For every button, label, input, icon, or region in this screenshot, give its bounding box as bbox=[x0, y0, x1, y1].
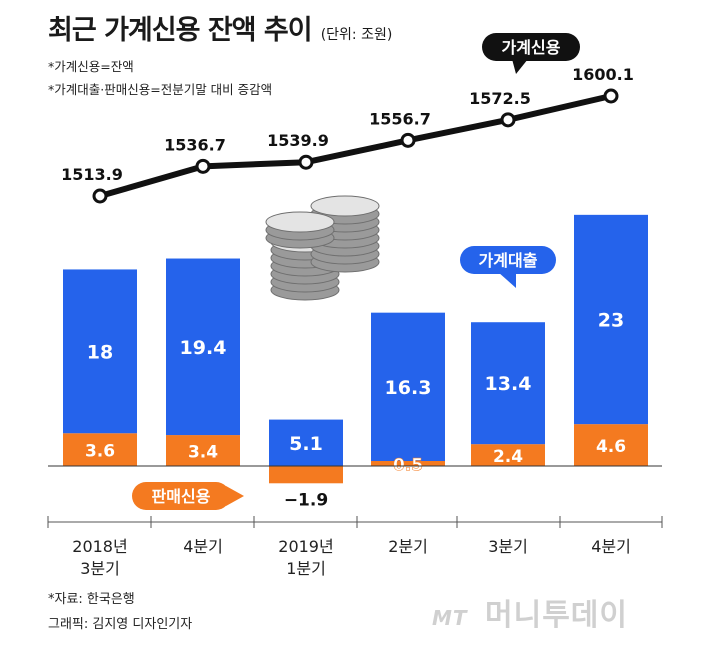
sales-legend-callout-text: 판매신용 bbox=[152, 487, 211, 506]
loan-value-label: 19.4 bbox=[180, 337, 227, 359]
sales-value-label: 4.6 bbox=[596, 437, 626, 457]
line-legend-callout-bubble bbox=[482, 33, 580, 61]
sales-legend-callout-tail bbox=[226, 486, 244, 506]
source-note: *자료: 한국은행 bbox=[48, 592, 135, 607]
household-credit-label: 1536.7 bbox=[164, 135, 226, 154]
chart-title: 최근 가계신용 잔액 추이 bbox=[48, 15, 313, 46]
watermark: MT 머니투데이 bbox=[432, 590, 628, 634]
line-legend-callout-text: 가계신용 bbox=[502, 38, 561, 57]
loan-legend-callout-tail bbox=[498, 272, 516, 288]
household-credit-label: 1600.1 bbox=[572, 65, 634, 84]
household-credit-label: 1556.7 bbox=[369, 109, 431, 128]
x-tick-label: 4분기 bbox=[183, 537, 223, 556]
sales-credit-bar bbox=[269, 466, 343, 484]
x-tick-label: 2분기 bbox=[388, 537, 428, 556]
household-loan-bar bbox=[371, 312, 445, 461]
loan-value-label: 13.4 bbox=[485, 373, 532, 395]
household-credit-point bbox=[298, 154, 314, 170]
household-credit-point bbox=[92, 188, 108, 204]
loan-value-label: 16.3 bbox=[385, 377, 432, 399]
unit-label: (단위: 조원) bbox=[320, 27, 393, 43]
sales-legend-callout-bubble bbox=[132, 482, 230, 510]
watermark-text: 머니투데이 bbox=[485, 598, 628, 633]
sales-credit-bar bbox=[574, 424, 648, 466]
household-loan-bar bbox=[63, 269, 137, 434]
household-loan-bar bbox=[471, 322, 545, 445]
coin-shape bbox=[265, 211, 335, 233]
loan-value-label: 23 bbox=[598, 309, 624, 331]
sales-credit-bar bbox=[63, 433, 137, 466]
household-credit-point bbox=[195, 158, 211, 174]
title-row: 최근 가계신용 잔액 추이 (단위: 조원) bbox=[48, 8, 392, 47]
loan-value-label: 18 bbox=[87, 341, 113, 363]
sales-value-label: 3.4 bbox=[188, 443, 218, 463]
sales-value-label: −1.9 bbox=[284, 490, 328, 510]
x-tick-label: 1분기 bbox=[286, 559, 326, 578]
household-loan-bar bbox=[166, 258, 240, 436]
sales-credit-bar bbox=[371, 461, 445, 466]
household-credit-label: 1513.9 bbox=[61, 165, 123, 184]
sales-credit-bar bbox=[166, 435, 240, 466]
household-credit-line bbox=[97, 93, 614, 199]
line-legend-callout-tail bbox=[512, 59, 528, 74]
household-loan-bar bbox=[574, 214, 648, 425]
x-tick-label: 4분기 bbox=[591, 537, 631, 556]
x-tick-label: 3분기 bbox=[80, 559, 120, 578]
x-tick-label: 3분기 bbox=[488, 537, 528, 556]
household-credit-point bbox=[603, 88, 619, 104]
note-line-1: *가계신용=잔액 bbox=[48, 59, 134, 74]
watermark-logo: MT bbox=[432, 606, 468, 630]
household-credit-point bbox=[500, 112, 516, 128]
credit-note: 그래픽: 김지영 디자인기자 bbox=[48, 617, 193, 632]
loan-legend-callout-text: 가계대출 bbox=[479, 251, 538, 270]
loan-value-label: 5.1 bbox=[289, 433, 323, 455]
note-line-2: *가계대출·판매신용=전분기말 대비 증감액 bbox=[48, 82, 273, 97]
loan-legend-callout-bubble bbox=[460, 246, 556, 274]
x-tick-label: 2019년 bbox=[278, 537, 333, 556]
coin-shape bbox=[310, 195, 380, 217]
x-tick-label: 2018년 bbox=[72, 537, 127, 556]
household-credit-label: 1572.5 bbox=[469, 89, 531, 108]
sales-credit-bar bbox=[471, 444, 545, 466]
household-credit-label: 1539.9 bbox=[267, 131, 329, 150]
sales-value-label: 2.4 bbox=[493, 447, 523, 467]
sales-value-label: 3.6 bbox=[85, 442, 115, 462]
household-credit-point bbox=[400, 132, 416, 148]
household-loan-bar bbox=[269, 419, 343, 466]
